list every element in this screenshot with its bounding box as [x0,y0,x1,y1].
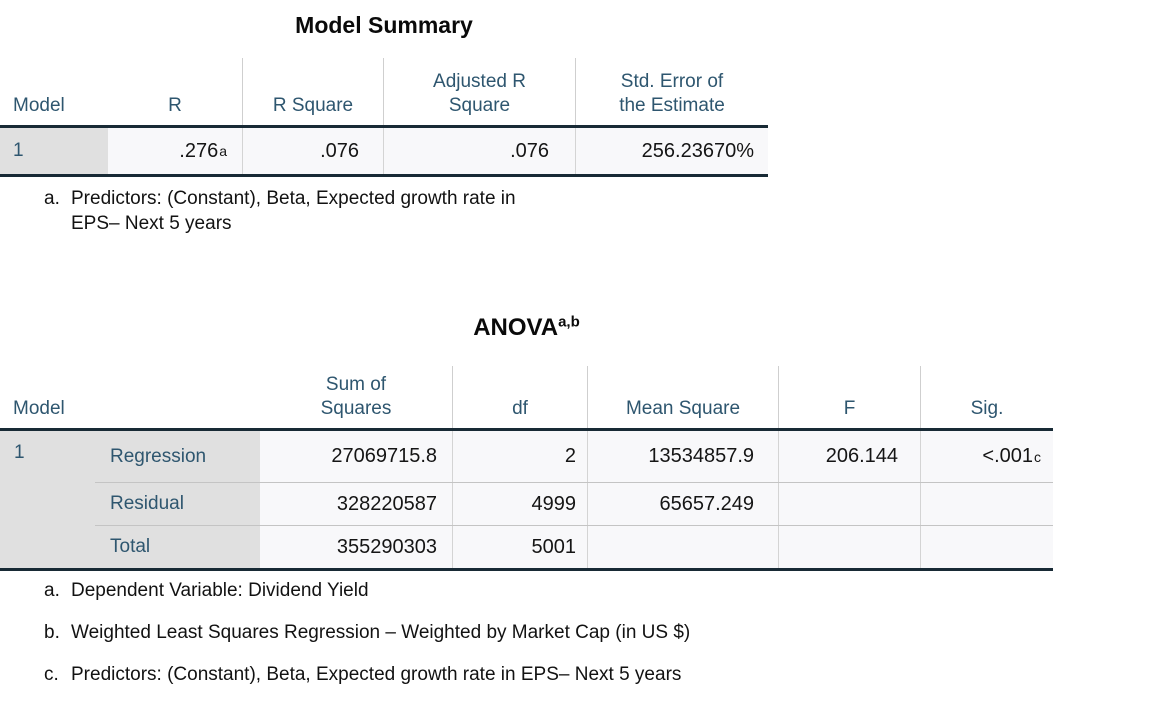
anova-title: ANOVAa,b [0,314,1053,342]
sum-of-squares-cell: 27069715.8 [260,431,452,482]
sum-of-squares-cell: 328220587 [260,483,452,525]
anova-footnote-a: a. Dependent Variable: Dividend Yield [44,578,1024,603]
footnote-marker: b. [44,622,60,643]
header-line: Adjusted R [433,71,526,92]
table-row-residual: Residual 328220587 4999 65657.249 [95,482,1053,525]
r-value: .276 [179,139,219,162]
df-cell: 4999 [452,483,587,525]
model-summary-header-r: R [168,95,182,116]
model-summary-adjusted-r-square-cell: .076 [383,128,575,174]
header-line: Std. Error of [620,71,724,92]
table-row-regression: Regression 27069715.8 2 13534857.9 206.1… [95,431,1053,482]
model-summary-header-std-error: Std. Error of the Estimate [575,58,768,125]
sig-cell [920,526,1053,568]
footnote-text: Predictors: (Constant), Beta, Expected g… [71,664,682,685]
model-summary-header-row: Model R R Square Adjusted R Square Std. … [0,58,768,128]
footnote-marker: a. [44,580,60,601]
sig-cell [920,483,1053,525]
model-summary-std-error-cell: 256.23670% [575,128,768,174]
model-summary-header-adjusted-r-square: Adjusted R Square [383,58,575,125]
footnote-text: Weighted Least Squares Regression – Weig… [71,622,691,643]
table-row-total: Total 355290303 5001 [95,525,1053,568]
anova-body: 1 Regression 27069715.8 2 13534857.9 206… [0,431,1053,571]
model-summary-data-row: 1 .276 a .076 .076 256.23670% [0,128,768,177]
header-line: Sum of [325,374,387,395]
header-line: Squares [320,398,392,419]
sig-value: <.001 [982,445,1033,467]
model-summary-title: Model Summary [295,12,473,38]
header-line: Square [448,95,511,116]
anova-footnote-b: b. Weighted Least Squares Regression – We… [44,620,1024,645]
model-summary-model-cell: 1 [0,128,108,174]
f-cell [778,483,920,525]
footnote-text: Dependent Variable: Dividend Yield [71,580,369,601]
footnote-text: EPS– Next 5 years [71,213,232,234]
model-summary-r-cell: .276 a [108,128,242,174]
model-summary-r-square-cell: .076 [242,128,383,174]
row-label: Residual [95,483,260,525]
model-summary-header-model: Model [13,95,65,116]
anova-header-f: F [778,366,920,428]
sum-of-squares-cell: 355290303 [260,526,452,568]
anova-header-model: Model [13,398,65,419]
anova-header-sig: Sig. [920,366,1053,428]
footnote-text: Predictors: (Constant), Beta, Expected g… [71,188,516,209]
anova-header-row: Model Sum of Squares df Mean Square F Si… [0,366,1053,431]
footnote-marker: a. [44,188,60,209]
anova-header-mean-square: Mean Square [587,366,778,428]
anova-rows: Regression 27069715.8 2 13534857.9 206.1… [95,431,1053,568]
anova-title-footnote-refs: a,b [558,313,580,331]
f-cell [778,526,920,568]
anova-header-df: df [452,366,587,428]
anova-model-cell: 1 [0,431,95,568]
sig-cell: <.001 c [920,431,1053,482]
header-line: the Estimate [619,95,725,116]
row-label: Regression [95,431,260,482]
model-summary-header-r-square: R Square [242,58,383,125]
row-label: Total [95,526,260,568]
anova-title-text: ANOVA [473,314,559,341]
footnote-marker: c. [44,664,59,685]
footnote-line: a. Predictors: (Constant), Beta, Expected… [44,186,744,211]
model-summary-footnote-a: a. Predictors: (Constant), Beta, Expected… [44,186,744,236]
mean-square-cell: 13534857.9 [587,431,778,482]
mean-square-cell: 65657.249 [587,483,778,525]
mean-square-cell [587,526,778,568]
f-cell: 206.144 [778,431,920,482]
df-cell: 2 [452,431,587,482]
anova-header-sum-of-squares: Sum of Squares [260,366,452,428]
df-cell: 5001 [452,526,587,568]
anova-footnote-c: c. Predictors: (Constant), Beta, Expected… [44,662,1024,687]
